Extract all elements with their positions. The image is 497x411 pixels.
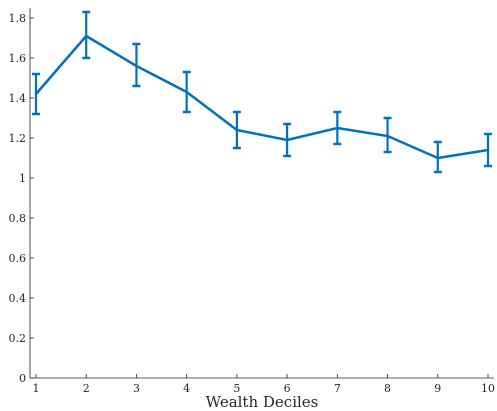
y-tick-label: 0.4 [9,292,27,305]
y-tick-label: 0.8 [9,212,27,225]
axis-labels: Wealth Deciles [206,393,319,411]
y-tick-label: 0.2 [9,332,27,345]
y-tick-label: 1.8 [9,12,27,25]
data-point [34,92,38,96]
data-point [235,128,239,132]
error-bars [32,10,492,174]
series-line [35,34,489,160]
y-tick-label: 1.6 [9,52,27,65]
x-tick-label: 4 [183,382,190,395]
y-tick-label: 0 [19,372,26,385]
y-tick-label: 0.6 [9,252,27,265]
data-point [436,156,440,160]
y-tick-label: 1 [19,172,26,185]
y-tick-label: 1.2 [9,132,27,145]
ticks: 0 0.2 0.4 0.6 0.8 1 1.2 1.4 1.6 1.8 1 2 3 4 5 6 7 8 9 10 [9,12,496,395]
data-point [135,64,138,68]
data-point [285,138,289,142]
x-tick-label: 10 [481,382,495,395]
series-lines [34,34,490,160]
data-point [386,134,389,138]
x-tick-label: 3 [133,382,140,395]
x-axis-label: Wealth Deciles [206,393,319,411]
y-tick-label: 1.4 [9,92,27,105]
axes [29,8,494,379]
x-tick-label: 5 [233,382,240,395]
data-point [486,148,490,152]
x-tick-label: 9 [434,382,441,395]
x-tick-label: 8 [384,382,391,395]
x-tick-label: 1 [33,382,40,395]
data-point [185,90,188,94]
x-tick-label: 2 [83,382,90,395]
data-point [336,126,339,130]
x-tick-label: 6 [284,382,291,395]
x-tick-label: 7 [334,382,341,395]
data-point [84,34,88,38]
